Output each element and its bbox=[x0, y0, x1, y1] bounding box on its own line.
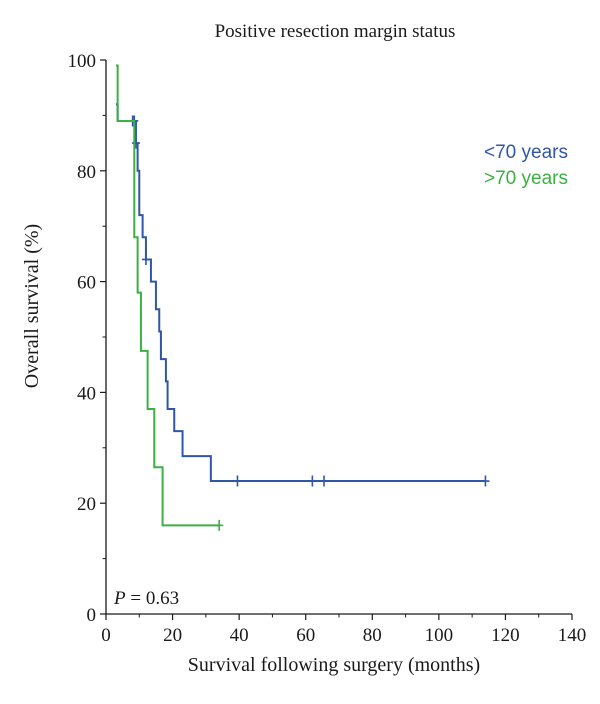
censor-mark bbox=[320, 475, 329, 487]
censor-mark bbox=[141, 253, 150, 265]
p-value-annotation: P = 0.63 bbox=[113, 588, 179, 609]
x-tick-label: 140 bbox=[558, 625, 587, 646]
y-tick-label: 20 bbox=[77, 494, 96, 515]
y-tick-label: 100 bbox=[68, 51, 97, 72]
x-tick-label: 40 bbox=[230, 625, 249, 646]
censor-mark bbox=[215, 519, 224, 531]
series-over-70 bbox=[115, 64, 224, 531]
x-tick-label: 0 bbox=[101, 625, 111, 646]
x-tick-label: 80 bbox=[363, 625, 382, 646]
series-layer bbox=[115, 64, 490, 531]
series-under-70 bbox=[115, 103, 490, 487]
y-tick-label: 80 bbox=[77, 162, 96, 183]
x-tick-label: 60 bbox=[296, 625, 315, 646]
x-tick-label: 20 bbox=[163, 625, 182, 646]
x-tick-label: 120 bbox=[491, 625, 520, 646]
ticks: 0 20 40 60 80 100 120 140 0 20 40 60 80 100 bbox=[68, 51, 587, 646]
p-value: = 0.63 bbox=[126, 588, 179, 609]
x-axis-title: Survival following surgery (months) bbox=[188, 654, 480, 676]
legend-entry-over-70: >70 years bbox=[484, 168, 568, 189]
p-label: P bbox=[113, 588, 126, 609]
survival-curve bbox=[115, 64, 220, 527]
y-axis-title: Overall survival (%) bbox=[21, 224, 43, 388]
censor-mark bbox=[233, 475, 242, 487]
y-tick-label: 0 bbox=[87, 605, 97, 626]
legend: <70 years >70 years bbox=[484, 142, 568, 189]
x-tick-label: 100 bbox=[425, 625, 454, 646]
y-tick-label: 40 bbox=[77, 383, 96, 404]
censor-mark bbox=[131, 137, 140, 149]
legend-entry-under-70: <70 years bbox=[484, 142, 568, 163]
chart-title: Positive resection margin status bbox=[215, 21, 456, 42]
censor-mark bbox=[308, 475, 317, 487]
survival-curve bbox=[115, 103, 486, 483]
censor-mark bbox=[481, 475, 490, 487]
y-tick-label: 60 bbox=[77, 273, 96, 294]
